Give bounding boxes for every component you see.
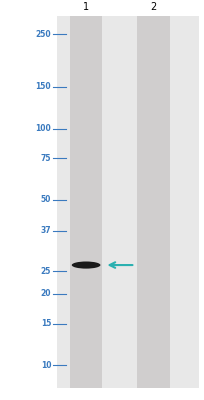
Ellipse shape [71, 262, 100, 269]
Text: 150: 150 [35, 82, 51, 92]
FancyBboxPatch shape [137, 16, 169, 388]
Text: 50: 50 [41, 195, 51, 204]
Text: 10: 10 [41, 361, 51, 370]
FancyBboxPatch shape [57, 16, 198, 388]
Text: 250: 250 [35, 30, 51, 39]
Text: 100: 100 [35, 124, 51, 133]
Text: 20: 20 [41, 290, 51, 298]
Text: 15: 15 [41, 319, 51, 328]
Text: 2: 2 [150, 2, 156, 12]
Text: 25: 25 [41, 266, 51, 276]
Text: 1: 1 [83, 2, 89, 12]
Text: 75: 75 [41, 154, 51, 163]
FancyBboxPatch shape [69, 16, 102, 388]
Text: 37: 37 [40, 226, 51, 235]
